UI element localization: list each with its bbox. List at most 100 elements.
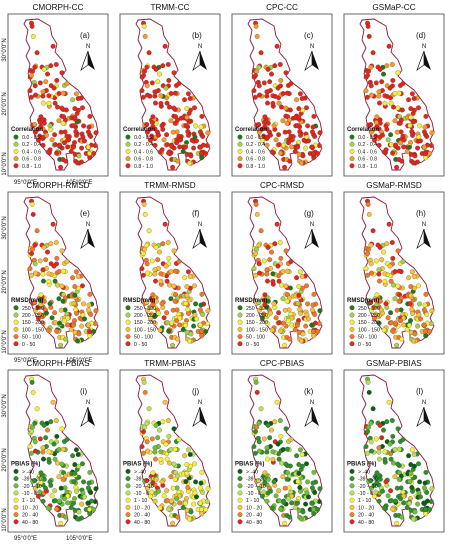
station-dot xyxy=(38,114,44,120)
station-dot xyxy=(310,302,316,308)
station-dot xyxy=(303,323,309,329)
station-dot xyxy=(421,500,427,506)
legend-swatch xyxy=(349,497,355,503)
north-label: N xyxy=(310,222,314,228)
station-dot xyxy=(373,258,379,264)
station-dot xyxy=(282,342,288,348)
north-label: N xyxy=(422,222,426,228)
arrow-right-half xyxy=(88,407,95,426)
station-dot xyxy=(380,488,385,494)
station-dot xyxy=(198,302,204,308)
station-dot xyxy=(152,93,158,99)
station-dot xyxy=(374,114,380,120)
station-dot xyxy=(303,145,309,151)
longitude-label: 95°0'0"E xyxy=(14,536,37,542)
station-dot xyxy=(191,145,197,151)
station-dot xyxy=(401,493,407,499)
station-dot xyxy=(418,494,423,500)
station-dot xyxy=(203,151,209,156)
station-dot xyxy=(182,97,188,103)
station-dot xyxy=(279,460,284,466)
station-dot xyxy=(27,444,33,450)
legend-label: 20 - 40 xyxy=(22,513,38,519)
station-dot xyxy=(381,149,387,155)
station-dot xyxy=(165,240,171,245)
legend-label: 10 - 20 xyxy=(134,505,150,511)
legend-swatch xyxy=(125,163,131,169)
station-dot xyxy=(416,105,421,111)
arrow-left-half xyxy=(304,50,313,71)
station-dot xyxy=(170,129,176,135)
station-dot xyxy=(41,278,46,284)
station-dot xyxy=(423,507,428,512)
station-dot xyxy=(408,106,414,112)
legend-swatch xyxy=(237,163,243,169)
station-dot xyxy=(364,450,370,456)
panel-title: GSMaP-PBIAS xyxy=(366,359,422,368)
station-dot xyxy=(150,292,156,298)
station-dot xyxy=(311,507,316,512)
station-dot xyxy=(423,113,429,119)
station-dot xyxy=(156,488,161,494)
station-dot xyxy=(191,501,197,507)
legend-swatch xyxy=(13,156,19,162)
legend-label: -10 - 0 xyxy=(246,491,261,497)
station-dot xyxy=(63,336,69,342)
station-dot xyxy=(197,322,203,328)
station-dot xyxy=(261,436,267,442)
station-dot xyxy=(171,248,177,254)
station-dot xyxy=(169,498,175,504)
station-dot xyxy=(381,427,386,433)
station-dot xyxy=(64,437,70,443)
legend-label: 150 - 200 xyxy=(246,320,268,326)
station-dot xyxy=(32,439,38,445)
station-dot xyxy=(72,470,78,476)
latitude-label: 30°0'0"N xyxy=(2,216,8,239)
station-dot xyxy=(59,105,65,111)
station-dot xyxy=(264,320,270,326)
station-dot xyxy=(288,81,294,87)
station-dot xyxy=(408,462,414,468)
station-dot xyxy=(194,138,199,144)
station-dot xyxy=(58,307,64,313)
station-dot xyxy=(393,320,399,326)
station-dot xyxy=(146,228,152,234)
map-panel-l: GSMaP-PBIAS (l) N PBIAS (%) > -40 -39 - -20-2… xyxy=(343,359,445,533)
legend-swatch xyxy=(237,134,243,140)
station-dot xyxy=(366,424,372,430)
legend-label: 50 - 100 xyxy=(134,335,153,341)
station-dot xyxy=(184,470,190,476)
station-dot xyxy=(407,301,413,307)
legend-swatch xyxy=(13,512,19,518)
station-dot xyxy=(152,142,158,148)
station-dot xyxy=(391,104,396,110)
legend-label: 0.2 - 0.4 xyxy=(134,142,153,148)
station-dot xyxy=(424,312,430,317)
station-dot xyxy=(398,140,403,146)
station-dot xyxy=(296,114,302,120)
station-dot xyxy=(86,302,92,308)
station-dot xyxy=(368,439,374,445)
station-dot xyxy=(182,275,188,281)
station-dot xyxy=(294,275,300,281)
station-dot xyxy=(58,520,64,526)
station-dot xyxy=(47,301,53,307)
station-dot xyxy=(88,312,94,317)
north-arrow-icon: N xyxy=(80,44,95,71)
station-dot xyxy=(311,329,316,334)
station-dot xyxy=(377,476,383,482)
station-dot xyxy=(406,144,412,150)
station-dot xyxy=(164,310,170,316)
station-dot xyxy=(147,137,153,143)
station-dot xyxy=(68,327,74,333)
station-dot xyxy=(280,474,286,480)
station-dot xyxy=(87,333,93,339)
legend-swatch xyxy=(349,504,355,510)
station-dot xyxy=(415,145,421,151)
station-dot xyxy=(312,134,318,139)
legend-swatch xyxy=(349,334,355,340)
station-dot xyxy=(300,153,306,159)
station-dot xyxy=(278,255,284,261)
station-dot xyxy=(140,450,146,456)
station-dot xyxy=(396,476,402,482)
